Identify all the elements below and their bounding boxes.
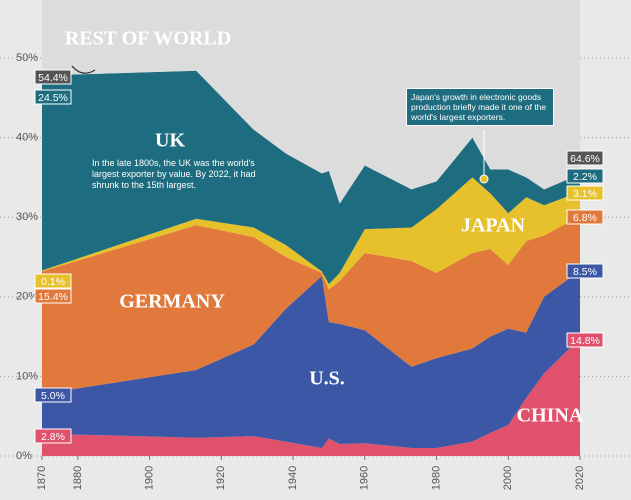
area <box>42 177 580 290</box>
area <box>42 338 580 456</box>
value-label-box <box>34 89 72 105</box>
value-label-box <box>566 150 604 166</box>
x-tick-label: 1880 <box>72 466 84 490</box>
x-tick-label: 1870 <box>36 466 48 490</box>
y-tick-label: 30% <box>16 211 38 223</box>
series-name: CHINA <box>517 405 584 427</box>
value-label-box <box>566 332 604 348</box>
area <box>42 70 580 285</box>
value-label-box <box>34 288 72 304</box>
x-tick-label: 1900 <box>144 466 156 490</box>
area <box>42 216 580 394</box>
value-label-box <box>566 185 604 201</box>
x-tick-label: 2020 <box>574 466 586 490</box>
value-label-box <box>566 209 604 225</box>
value-label: 6.8% <box>573 212 597 224</box>
value-label: 2.8% <box>41 431 65 443</box>
series-name: GERMANY <box>119 291 225 313</box>
value-label-box <box>34 273 72 289</box>
value-label-box <box>34 69 72 85</box>
value-label: 64.6% <box>570 153 600 165</box>
series-name: UK <box>155 130 185 152</box>
value-label: 8.5% <box>573 266 597 278</box>
japan-annotation: Japan's growth in electronic goods produ… <box>406 88 554 126</box>
value-label-box <box>34 387 72 403</box>
value-label: 5.0% <box>41 390 65 402</box>
value-label: 3.1% <box>573 188 597 200</box>
value-label: 14.8% <box>570 335 600 347</box>
series-name: REST OF WORLD <box>65 28 231 50</box>
japan-annotation-box: Japan's growth in electronic goods produ… <box>406 88 554 126</box>
annotation-dot <box>479 174 489 184</box>
x-tick-label: 1940 <box>287 466 299 490</box>
value-label-box <box>566 263 604 279</box>
y-tick-label: 50% <box>16 52 38 64</box>
uk-annotation-box: In the late 1800s, the UK was the world'… <box>92 158 256 190</box>
value-label: 2.2% <box>573 171 597 183</box>
uk-annotation: In the late 1800s, the UK was the world'… <box>92 158 256 190</box>
value-label: 0.1% <box>41 276 65 288</box>
y-tick-label: 20% <box>16 291 38 303</box>
y-tick-label: 0% <box>16 450 32 462</box>
grid <box>0 57 631 460</box>
x-tick-label: 1960 <box>359 466 371 490</box>
series-name: U.S. <box>309 368 345 390</box>
arrow <box>71 65 96 74</box>
labels: 0% 10% 20% 30% 40% 50% 1870 1880 1900 1920 1940 196… <box>16 28 604 490</box>
x-tick-label: 2000 <box>502 466 514 490</box>
areas <box>42 0 580 456</box>
y-tick-label: 40% <box>16 132 38 144</box>
value-label: 24.5% <box>38 92 68 104</box>
y-tick-label: 10% <box>16 370 38 382</box>
x-tick-label: 1920 <box>215 466 227 490</box>
value-label: 54.4% <box>38 72 68 84</box>
value-label-box <box>34 428 72 444</box>
x-tick-label: 1980 <box>430 466 442 490</box>
series-name: JAPAN <box>461 215 526 237</box>
area <box>42 270 580 449</box>
value-label-box <box>566 168 604 184</box>
value-label: 15.4% <box>38 291 68 303</box>
area <box>42 0 580 204</box>
